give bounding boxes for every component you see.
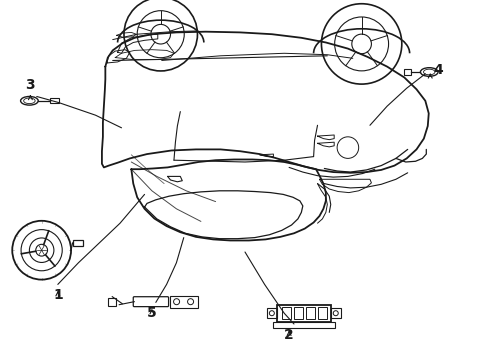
Bar bbox=[267, 308, 277, 318]
Bar bbox=[73, 240, 83, 246]
Bar bbox=[404, 69, 411, 75]
Bar bbox=[318, 307, 327, 319]
Bar bbox=[331, 308, 341, 318]
Bar bbox=[294, 307, 303, 319]
Bar bbox=[282, 307, 291, 319]
Bar bbox=[306, 307, 315, 319]
Bar bbox=[273, 322, 335, 328]
Bar bbox=[277, 305, 331, 322]
Text: 4: 4 bbox=[434, 63, 443, 77]
Text: 1: 1 bbox=[53, 288, 63, 302]
Bar bbox=[170, 296, 197, 308]
Text: 3: 3 bbox=[25, 78, 35, 91]
Text: 2: 2 bbox=[284, 328, 294, 342]
Bar bbox=[50, 98, 59, 103]
Text: 5: 5 bbox=[147, 306, 157, 320]
Bar bbox=[108, 298, 116, 306]
